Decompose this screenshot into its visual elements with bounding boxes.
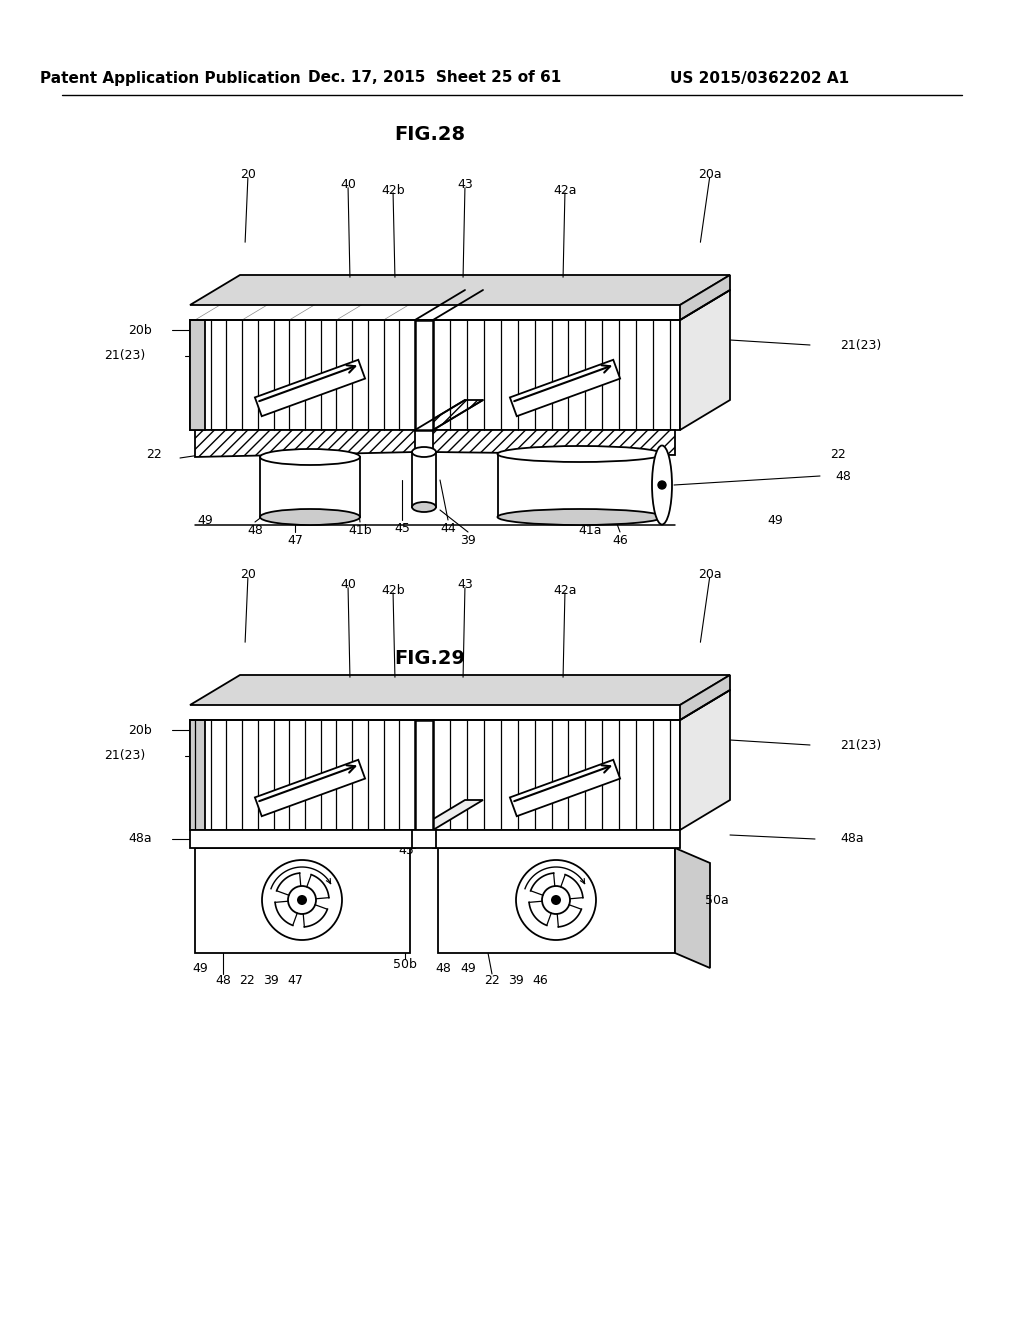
Text: 20: 20 xyxy=(240,169,256,181)
Text: 47: 47 xyxy=(287,974,303,986)
Text: 49: 49 xyxy=(193,961,208,974)
Polygon shape xyxy=(255,360,366,416)
Text: 42a: 42a xyxy=(553,183,577,197)
Polygon shape xyxy=(675,847,710,968)
Text: 21(23): 21(23) xyxy=(103,350,145,363)
Text: 42b: 42b xyxy=(381,183,404,197)
Text: 48a: 48a xyxy=(128,833,152,846)
Text: 48: 48 xyxy=(215,974,231,986)
Text: 44: 44 xyxy=(421,829,437,842)
Text: 41a: 41a xyxy=(579,524,602,536)
Text: US 2015/0362202 A1: US 2015/0362202 A1 xyxy=(671,70,850,86)
Polygon shape xyxy=(195,430,415,457)
Circle shape xyxy=(542,886,570,913)
Ellipse shape xyxy=(260,449,360,465)
Circle shape xyxy=(516,861,596,940)
Text: 39: 39 xyxy=(460,533,476,546)
Circle shape xyxy=(297,895,307,906)
Text: 43: 43 xyxy=(457,178,473,191)
Text: 46: 46 xyxy=(532,974,548,986)
Polygon shape xyxy=(680,675,730,719)
Text: 48a: 48a xyxy=(840,833,863,846)
Polygon shape xyxy=(415,719,433,830)
Polygon shape xyxy=(190,830,415,847)
Circle shape xyxy=(288,886,316,913)
Text: 49: 49 xyxy=(460,961,476,974)
Circle shape xyxy=(551,895,561,906)
Text: 50a: 50a xyxy=(706,894,729,907)
Polygon shape xyxy=(190,319,205,430)
Text: 22: 22 xyxy=(484,974,500,986)
Ellipse shape xyxy=(412,502,436,512)
Polygon shape xyxy=(260,457,360,517)
Text: 20a: 20a xyxy=(698,569,722,582)
Ellipse shape xyxy=(652,446,672,524)
Polygon shape xyxy=(190,719,680,830)
Polygon shape xyxy=(412,451,436,507)
Text: 47: 47 xyxy=(287,533,303,546)
Text: 20b: 20b xyxy=(128,323,152,337)
Text: 48: 48 xyxy=(435,961,451,974)
Text: 44: 44 xyxy=(440,521,456,535)
Text: 45: 45 xyxy=(394,521,410,535)
Polygon shape xyxy=(510,760,621,816)
Text: 20: 20 xyxy=(240,569,256,582)
Text: FIG.29: FIG.29 xyxy=(394,648,466,668)
Text: 45: 45 xyxy=(398,845,414,858)
Text: 22: 22 xyxy=(146,449,162,462)
Text: FIG.28: FIG.28 xyxy=(394,125,466,144)
Text: 21(23): 21(23) xyxy=(840,738,882,751)
Text: 39: 39 xyxy=(508,974,524,986)
Polygon shape xyxy=(433,430,675,455)
Polygon shape xyxy=(412,830,436,847)
Polygon shape xyxy=(510,360,621,416)
Text: 22: 22 xyxy=(240,974,255,986)
Polygon shape xyxy=(680,690,730,830)
Polygon shape xyxy=(438,847,675,953)
Text: 21(23): 21(23) xyxy=(840,338,882,351)
Text: 48: 48 xyxy=(835,470,851,483)
Text: 43: 43 xyxy=(457,578,473,591)
Text: 20a: 20a xyxy=(698,169,722,181)
Text: 49: 49 xyxy=(767,513,783,527)
Polygon shape xyxy=(190,319,680,430)
Polygon shape xyxy=(415,319,433,430)
Text: Dec. 17, 2015  Sheet 25 of 61: Dec. 17, 2015 Sheet 25 of 61 xyxy=(308,70,561,86)
Text: 41b: 41b xyxy=(348,524,372,536)
Polygon shape xyxy=(195,847,410,953)
Circle shape xyxy=(262,861,342,940)
Text: 46: 46 xyxy=(612,533,628,546)
Polygon shape xyxy=(255,760,366,816)
Circle shape xyxy=(658,480,666,488)
Polygon shape xyxy=(190,675,730,705)
Polygon shape xyxy=(680,290,730,430)
Ellipse shape xyxy=(412,447,436,457)
Text: 49: 49 xyxy=(198,513,213,527)
Polygon shape xyxy=(190,719,205,830)
Text: 48: 48 xyxy=(247,524,263,536)
Text: 20b: 20b xyxy=(128,723,152,737)
Text: 22: 22 xyxy=(830,449,846,462)
Text: 21(23): 21(23) xyxy=(103,750,145,763)
Polygon shape xyxy=(415,800,483,830)
Polygon shape xyxy=(498,454,662,517)
Text: 40: 40 xyxy=(340,178,356,191)
Text: 42b: 42b xyxy=(381,583,404,597)
Polygon shape xyxy=(680,275,730,319)
Text: 39: 39 xyxy=(263,974,279,986)
Text: 50b: 50b xyxy=(393,958,417,972)
Text: Patent Application Publication: Patent Application Publication xyxy=(40,70,300,86)
Ellipse shape xyxy=(498,510,663,525)
Polygon shape xyxy=(190,275,730,305)
Text: 40: 40 xyxy=(340,578,356,591)
Polygon shape xyxy=(433,830,680,847)
Ellipse shape xyxy=(498,446,663,462)
Text: 42a: 42a xyxy=(553,583,577,597)
Polygon shape xyxy=(415,400,483,430)
Ellipse shape xyxy=(260,510,360,525)
